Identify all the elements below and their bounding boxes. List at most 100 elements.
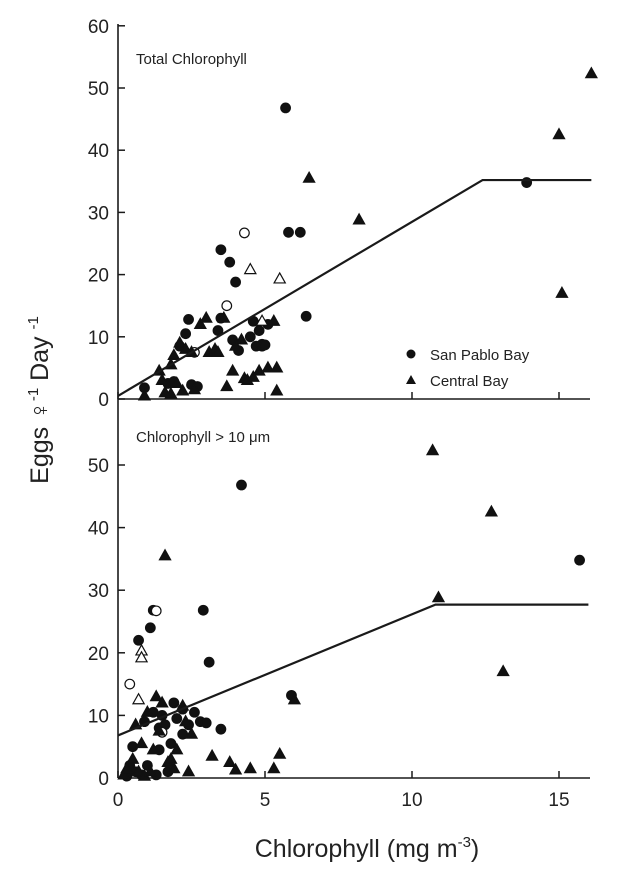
top-panel-label: Total Chlorophyll	[136, 51, 247, 68]
top-data-point-circle	[259, 339, 271, 351]
bottom-data-point-triangle	[126, 751, 140, 764]
bottom-data-point-circle	[574, 554, 585, 566]
bottom-data-point-triangle	[134, 736, 149, 749]
top-data-point-circle	[212, 325, 224, 336]
top-data-point-circle	[221, 300, 233, 312]
top-data-point-triangle	[243, 262, 257, 275]
top-data-point-circle	[239, 227, 250, 239]
bottom-data-point-triangle	[181, 764, 196, 777]
top-data-point-triangle	[173, 335, 187, 348]
top-data-point-triangle	[155, 373, 169, 385]
top-data-point-triangle	[252, 363, 266, 376]
top-data-point-triangle	[584, 66, 598, 79]
bottom-y-tick-label: 50	[88, 456, 109, 477]
bottom-data-point-triangle	[287, 692, 302, 705]
top-data-point-triangle	[217, 310, 231, 323]
top-data-point-triangle	[352, 212, 366, 225]
bottom-x-tick-label: 10	[401, 790, 422, 811]
top-data-point-circle	[224, 256, 236, 268]
top-data-point-circle	[300, 310, 312, 322]
top-panel-fit-line	[117, 178, 592, 397]
top-data-point-triangle	[187, 382, 202, 395]
bottom-y-tick-label: 0	[98, 769, 109, 790]
top-data-point-circle	[215, 244, 227, 256]
bottom-data-point-triangle	[228, 762, 243, 775]
bottom-data-point-triangle	[431, 590, 446, 603]
bottom-data-point-triangle	[143, 764, 157, 777]
legend-label-central-bay: Central Bay	[430, 373, 509, 390]
top-data-point-circle	[283, 226, 294, 238]
bottom-data-point-circle	[197, 604, 209, 616]
bottom-data-point-triangle	[184, 726, 199, 739]
legend-label-san-pablo: San Pablo Bay	[430, 347, 530, 364]
top-data-point-circle	[280, 102, 291, 114]
bottom-data-point-triangle	[158, 548, 172, 561]
bottom-data-point-circle	[189, 706, 200, 718]
top-data-point-triangle	[137, 388, 152, 401]
bottom-data-point-circle	[144, 622, 156, 634]
x-axis-title: Chlorophyll (mg m-3)	[255, 834, 480, 863]
top-data-point-triangle	[164, 386, 178, 399]
bottom-x-tick-label: 5	[260, 790, 271, 811]
bottom-data-point-triangle	[484, 504, 499, 517]
bottom-data-point-triangle	[120, 761, 134, 774]
top-data-point-circle	[230, 276, 242, 288]
top-data-point-triangle	[167, 348, 181, 361]
bottom-panel: 0 10 20 30 40 50 0 5 10 15 Chlorophyll > 10 μm	[88, 399, 590, 811]
top-data-point-triangle	[170, 376, 184, 389]
top-data-point-triangle	[270, 383, 284, 396]
top-y-tick-label: 50	[88, 79, 109, 100]
bottom-data-point-triangle	[149, 689, 163, 702]
bottom-data-point-triangle	[243, 761, 257, 774]
top-data-point-circle	[253, 325, 265, 336]
top-data-point-triangle	[270, 360, 284, 373]
bottom-data-point-circle	[200, 717, 212, 729]
top-panel: 0 10 20 30 40 50 60 Total Chlorophyll San Pabl…	[88, 17, 598, 411]
top-data-point-triangle	[267, 314, 281, 326]
bottom-y-tick-label: 40	[88, 519, 109, 540]
bottom-data-point-triangle	[140, 705, 155, 717]
bottom-data-point-circle	[124, 678, 136, 690]
bottom-x-tick-label: 0	[113, 790, 124, 811]
top-data-point-circle	[294, 226, 306, 238]
top-panel-ticks: 0 10 20 30 40 50 60	[88, 17, 560, 411]
bottom-data-point-triangle	[425, 443, 440, 456]
legend: San Pablo Bay Central Bay	[406, 347, 530, 390]
bottom-data-point-triangle	[223, 755, 237, 767]
top-data-point-circle	[183, 313, 194, 325]
bottom-data-point-circle	[168, 697, 180, 709]
bottom-data-point-triangle	[170, 742, 184, 755]
bottom-data-point-triangle	[117, 767, 131, 780]
top-data-point-triangle	[273, 271, 287, 284]
bottom-data-point-circle	[165, 738, 177, 749]
bottom-panel-points	[117, 443, 585, 782]
top-data-point-triangle	[211, 345, 225, 357]
bottom-data-point-triangle	[167, 761, 181, 774]
top-data-point-triangle	[255, 314, 269, 326]
bottom-data-point-triangle	[152, 723, 166, 736]
top-data-point-triangle	[193, 317, 207, 329]
bottom-data-point-triangle	[273, 746, 287, 759]
bottom-data-point-triangle	[134, 650, 149, 663]
bottom-x-tick-label: 15	[548, 790, 569, 811]
top-data-point-triangle	[552, 127, 566, 140]
top-data-point-circle	[180, 328, 192, 340]
top-data-point-triangle	[199, 310, 213, 323]
top-y-tick-label: 10	[88, 328, 109, 349]
top-data-point-circle	[244, 331, 256, 343]
bottom-data-point-circle	[236, 479, 247, 491]
bottom-data-point-circle	[150, 605, 162, 617]
top-y-tick-label: 0	[98, 390, 109, 411]
top-y-tick-label: 30	[88, 203, 109, 224]
bottom-data-point-circle	[215, 723, 227, 735]
bottom-data-point-circle	[171, 713, 183, 724]
top-data-point-triangle	[220, 379, 234, 392]
legend-triangle-marker	[406, 375, 416, 384]
bottom-data-point-triangle	[496, 664, 510, 677]
y-axis-title: Eggs ♀-1 Day -1	[25, 316, 54, 484]
bottom-data-point-circle	[133, 634, 144, 646]
top-data-point-triangle	[228, 338, 243, 351]
top-data-point-triangle	[234, 332, 249, 345]
top-data-point-triangle	[555, 286, 569, 298]
